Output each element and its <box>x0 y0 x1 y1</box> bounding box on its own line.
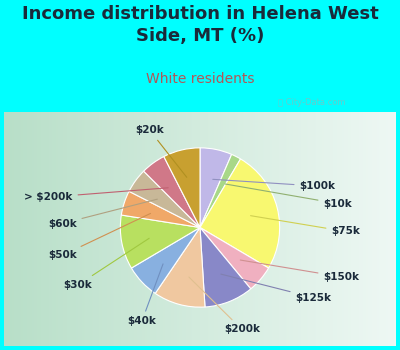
Wedge shape <box>200 154 240 228</box>
Text: Income distribution in Helena West
Side, MT (%): Income distribution in Helena West Side,… <box>22 5 378 46</box>
Wedge shape <box>200 148 232 228</box>
Text: $60k: $60k <box>48 199 157 229</box>
Text: $40k: $40k <box>127 264 163 327</box>
Text: $20k: $20k <box>136 125 187 177</box>
Wedge shape <box>144 156 200 228</box>
Wedge shape <box>120 215 200 268</box>
Wedge shape <box>132 228 200 293</box>
Text: $50k: $50k <box>48 214 150 260</box>
Text: $150k: $150k <box>240 260 360 282</box>
Wedge shape <box>200 228 268 289</box>
Text: $75k: $75k <box>250 216 360 237</box>
Wedge shape <box>155 228 205 307</box>
Text: $30k: $30k <box>64 238 149 290</box>
Text: $200k: $200k <box>189 277 260 335</box>
Wedge shape <box>200 228 251 307</box>
Text: $100k: $100k <box>213 179 336 191</box>
Text: $125k: $125k <box>221 274 332 303</box>
Text: $10k: $10k <box>225 184 352 209</box>
Text: 🔵 City-Data.com: 🔵 City-Data.com <box>278 98 346 107</box>
Text: > $200k: > $200k <box>24 188 168 202</box>
Wedge shape <box>200 159 280 268</box>
Wedge shape <box>121 191 200 228</box>
Text: White residents: White residents <box>146 72 254 86</box>
Wedge shape <box>129 171 200 228</box>
Wedge shape <box>164 148 200 228</box>
